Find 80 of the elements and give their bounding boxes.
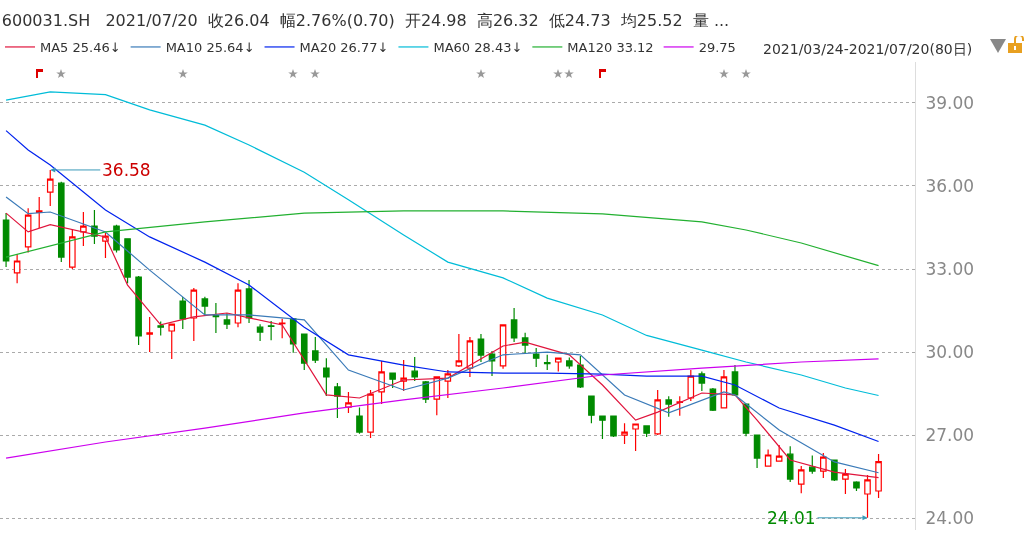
annotation: 36.58 [102,160,151,180]
legend-label: MA20 26.77↓ [299,40,389,56]
candlestick [808,454,816,475]
y-tick-label: 36.00 [925,175,975,196]
candlestick [124,237,131,284]
y-tick-label: 39.00 [925,92,975,113]
candlestick [157,321,164,337]
candlestick [764,448,772,467]
candlestick [278,318,286,339]
candlestick [35,196,43,229]
candlestick [532,347,540,368]
y-tick-label: 24.00 [925,508,975,529]
candlestick [455,333,463,368]
legend-label: MA10 25.64↓ [165,40,255,56]
candlestick [820,452,827,479]
y-tick-label: 30.00 [925,341,975,362]
candlestick [256,323,264,342]
candlestick [588,395,595,424]
candlestick [775,444,783,462]
candlestick [797,465,805,494]
candlestick [665,395,673,418]
candlestick [13,253,21,284]
legend-label: 29.75 [698,40,736,56]
candlestick [875,453,882,499]
candlestick [753,434,761,469]
candlestick [853,480,860,492]
line-series [5,358,880,459]
candlestick [676,395,684,417]
candlestick [245,279,253,324]
candlestick [786,445,794,483]
candlestick [312,336,319,364]
candlestick [543,354,551,371]
line-series [5,210,880,267]
candlestick [566,356,573,370]
candlestick [632,423,639,452]
candlestick [267,320,275,341]
chart-title: 600031.SH 2021/07/20 收26.04 幅2.76%(0.70) 开24.98 高26.32 低24.73 均25.52 量 ... [1,10,730,30]
y-tick-label: 27.00 [925,425,975,446]
candlestick [212,302,220,334]
candlestick [69,228,76,270]
candlestick [179,296,187,330]
candlestick [190,287,198,342]
candlestick [510,307,518,343]
candlestick [323,357,330,397]
candlestick [599,415,606,440]
candlestick [654,389,661,436]
candlestick [610,415,617,438]
candlestick [201,296,209,317]
candlestick [643,425,650,438]
candlestick [367,389,374,439]
candlestick [554,356,562,373]
candlestick [234,282,242,328]
candlestick [842,468,849,495]
line-series [5,130,880,443]
annotation: 24.01 [767,508,816,528]
line-series [5,91,880,397]
candlestick [57,181,65,263]
y-tick-label: 33.00 [925,258,975,279]
candlestick [477,333,485,363]
candlestick [289,318,297,354]
candlestick [168,323,176,360]
candlestick [356,406,363,435]
candlestick [389,372,396,389]
candlestick [411,356,419,382]
candlestick [80,211,87,247]
candlestick [687,369,695,402]
legend-label: MA120 33.12 [567,40,654,56]
candlestick [521,332,529,355]
candlestick [300,333,308,371]
legend-label: MA5 25.46↓ [40,40,121,56]
candlestick [24,207,32,254]
candlestick [466,336,474,378]
candlestick [2,212,10,268]
candlestick [621,422,628,445]
legend-label: MA60 28.43↓ [433,40,523,56]
candlestick [345,391,352,414]
candlestick [146,316,153,353]
candlestick [135,275,142,346]
text: 2021/03/24-2021/07/20(80日) [763,41,973,57]
candlestick [334,382,341,419]
